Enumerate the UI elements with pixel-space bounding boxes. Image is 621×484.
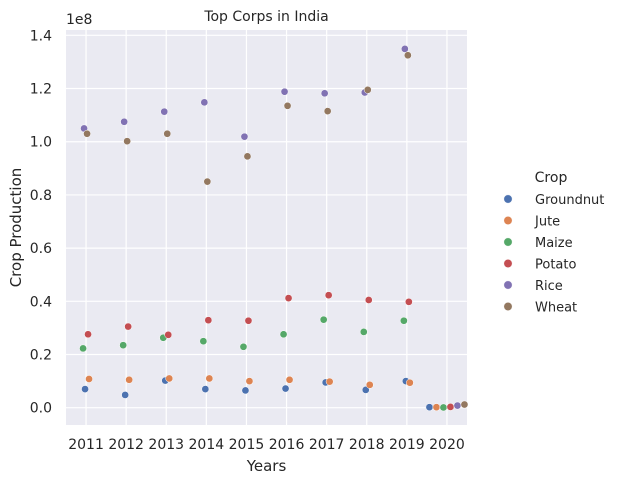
data-point-wheat: [283, 101, 292, 110]
data-point-rice: [240, 132, 249, 141]
data-point-potato: [84, 330, 92, 339]
data-point-maize: [279, 330, 288, 339]
data-point-potato: [124, 322, 132, 331]
data-point-jute: [85, 375, 93, 383]
data-point-groundnut: [425, 403, 434, 412]
data-point-groundnut: [201, 385, 210, 393]
legend-marker-wheat: [503, 302, 513, 311]
data-point-jute: [406, 378, 414, 387]
data-point-rice: [280, 87, 289, 96]
y-tick-label: 0.6: [30, 241, 52, 257]
y-tick-label: 1.2: [30, 82, 52, 98]
legend-marker-groundnut: [503, 194, 513, 204]
data-point-jute: [205, 374, 214, 383]
x-axis-label: Years: [246, 457, 287, 475]
legend: Crop Groundnut Jute Maize Potato Rice Wheat: [503, 170, 604, 316]
legend-label-maize: Maize: [535, 236, 573, 251]
data-point-jute: [365, 380, 374, 389]
x-tick-label: 2017: [309, 437, 345, 453]
legend-title: Crop: [535, 170, 568, 186]
x-tick-label: 2012: [108, 437, 144, 453]
x-tick-label: 2018: [349, 437, 385, 453]
data-point-rice: [160, 107, 169, 116]
data-point-jute: [432, 403, 441, 412]
data-point-maize: [199, 337, 208, 346]
data-point-rice: [401, 45, 409, 53]
x-axis-ticks: 2011 2012 2013 2014 2015 2016 2017 2018 2019 2020: [68, 437, 465, 453]
data-point-maize: [119, 341, 128, 350]
y-tick-label: 0.4: [30, 294, 52, 310]
data-point-groundnut: [81, 385, 89, 393]
legend-label-groundnut: Groundnut: [535, 193, 604, 208]
data-point-wheat: [363, 85, 372, 94]
data-point-potato: [446, 403, 455, 411]
gridlines: [66, 30, 467, 425]
x-tick-label: 2020: [429, 437, 465, 453]
data-points: [79, 45, 469, 412]
data-point-rice: [453, 401, 462, 410]
data-point-jute: [125, 375, 133, 384]
data-point-potato: [164, 330, 173, 339]
legend-marker-maize: [503, 237, 513, 247]
plot-area: [66, 30, 467, 425]
y-axis-label: Crop Production: [7, 168, 25, 288]
data-point-jute: [165, 374, 174, 383]
data-point-potato: [244, 316, 253, 325]
data-point-potato: [324, 291, 333, 300]
data-point-groundnut: [241, 386, 250, 395]
x-tick-label: 2013: [148, 437, 184, 453]
y-tick-label: 1.0: [30, 135, 52, 151]
x-tick-label: 2015: [229, 437, 265, 453]
y-axis-ticks: 0.0 0.2 0.4 0.6 0.8 1.0 1.2 1.4: [30, 28, 52, 416]
data-point-groundnut: [281, 384, 290, 393]
data-point-rice: [320, 89, 329, 98]
data-point-wheat: [243, 152, 252, 161]
legend-label-jute: Jute: [534, 215, 560, 230]
x-tick-label: 2011: [68, 437, 104, 453]
legend-marker-jute: [503, 216, 513, 225]
data-point-maize: [359, 328, 368, 336]
data-point-potato: [364, 296, 373, 304]
y-tick-label: 0.2: [30, 348, 52, 364]
data-point-wheat: [404, 51, 412, 60]
y-tick-label: 0.8: [30, 188, 52, 204]
data-point-jute: [245, 377, 254, 385]
data-point-rice: [120, 117, 129, 126]
x-tick-label: 2016: [269, 437, 305, 453]
data-point-wheat: [460, 400, 469, 409]
legend-marker-potato: [503, 259, 513, 268]
data-point-maize: [439, 403, 448, 412]
data-point-groundnut: [121, 391, 130, 399]
data-point-wheat: [163, 129, 172, 138]
data-point-wheat: [83, 129, 91, 138]
data-point-wheat: [203, 177, 212, 186]
data-point-rice: [200, 98, 209, 107]
legend-label-potato: Potato: [535, 258, 576, 273]
data-point-potato: [204, 316, 213, 325]
data-point-groundnut: [361, 386, 370, 394]
data-point-potato: [405, 297, 413, 306]
y-axis-offset-label: 1e8: [66, 12, 92, 28]
data-point-potato: [284, 294, 293, 302]
data-point-jute: [325, 377, 334, 386]
legend-marker-rice: [503, 280, 513, 290]
x-tick-label: 2014: [189, 437, 225, 453]
data-point-maize: [79, 344, 87, 353]
y-tick-label: 1.4: [30, 28, 52, 44]
data-point-maize: [239, 342, 248, 351]
x-tick-label: 2019: [389, 437, 425, 453]
chart-title: Top Corps in India: [203, 9, 328, 25]
data-point-maize: [319, 315, 328, 324]
legend-label-rice: Rice: [535, 279, 563, 294]
data-point-jute: [285, 375, 294, 384]
data-point-wheat: [123, 137, 132, 146]
legend-label-wheat: Wheat: [535, 301, 577, 316]
data-point-maize: [400, 316, 408, 325]
data-point-wheat: [323, 107, 332, 115]
y-tick-label: 0.0: [30, 401, 52, 417]
